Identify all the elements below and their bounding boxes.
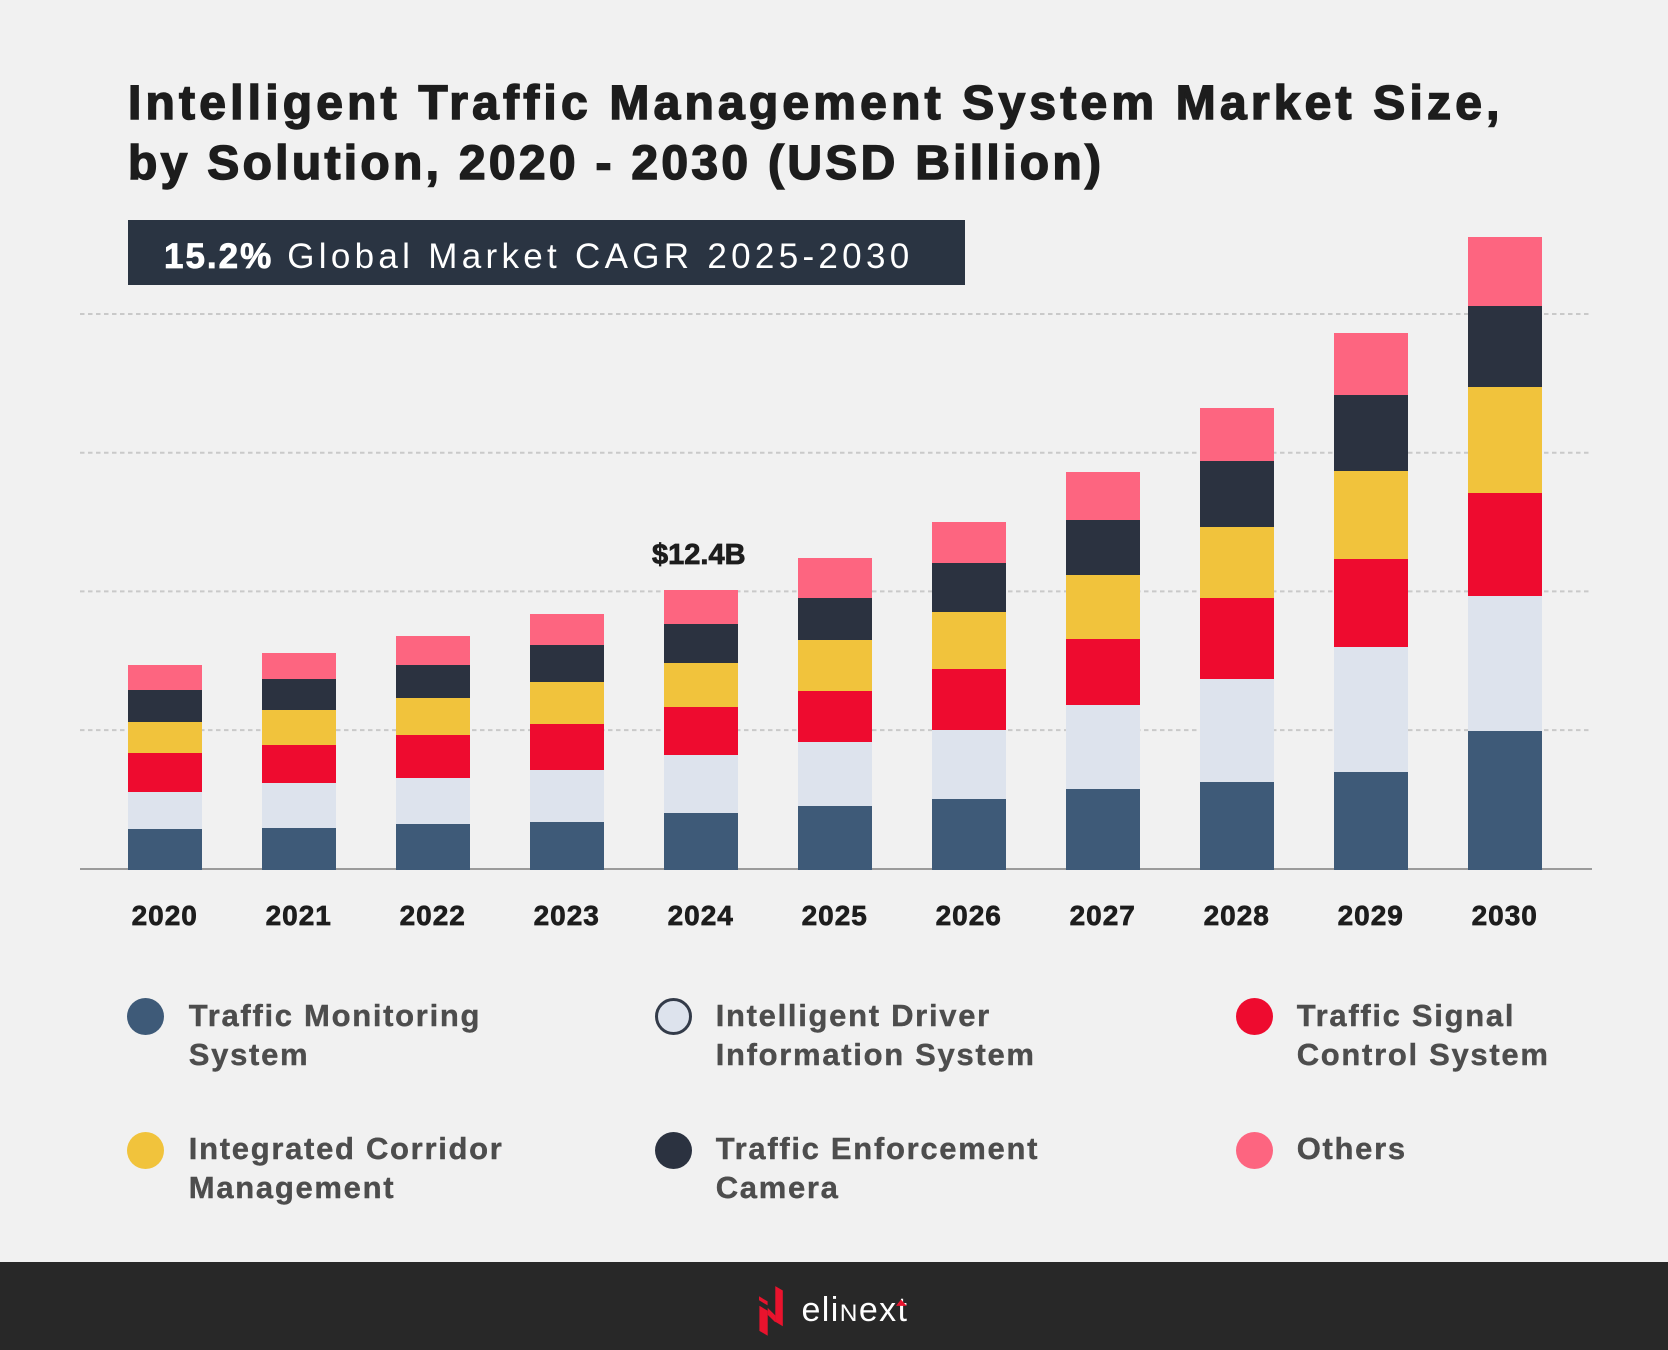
svg-text:eliNext: eliNext bbox=[802, 1291, 909, 1329]
